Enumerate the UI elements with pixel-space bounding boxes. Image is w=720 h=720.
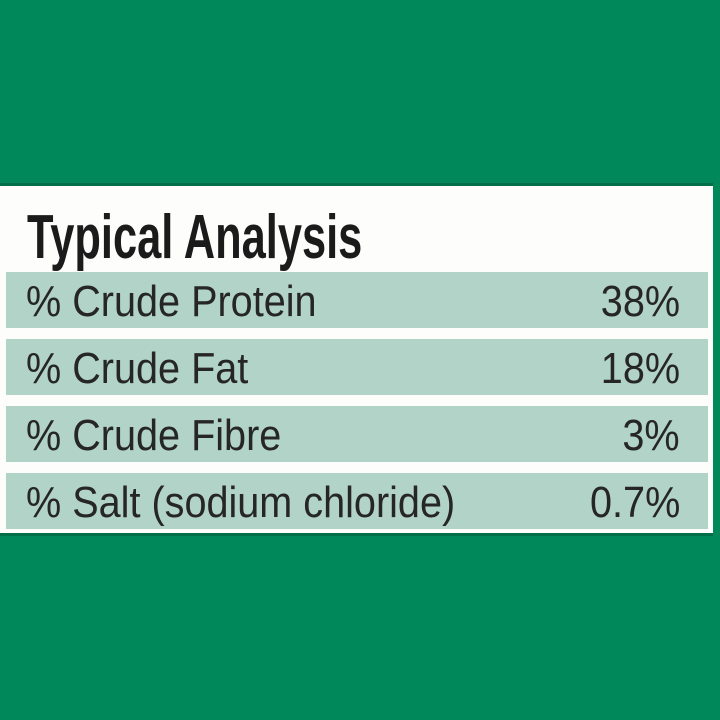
analysis-title: Typical Analysis — [27, 203, 363, 272]
row-value: 3% — [622, 411, 680, 460]
row-value: 18% — [600, 344, 680, 393]
table-row: % Crude Fat 18% — [6, 339, 708, 395]
row-label: % Crude Protein — [26, 277, 317, 326]
table-row: % Crude Protein 38% — [6, 272, 708, 328]
typical-analysis-panel: Typical Analysis % Crude Protein 38% % C… — [0, 186, 713, 533]
analysis-table: % Crude Protein 38% % Crude Fat 18% % Cr… — [6, 272, 708, 540]
row-label: % Salt (sodium chloride) — [26, 478, 456, 527]
row-label: % Crude Fibre — [26, 411, 282, 460]
table-row: % Crude Fibre 3% — [6, 406, 708, 462]
row-value: 0.7% — [589, 478, 680, 527]
row-label: % Crude Fat — [26, 344, 249, 393]
table-row: % Salt (sodium chloride) 0.7% — [6, 473, 708, 529]
row-value: 38% — [600, 277, 680, 326]
